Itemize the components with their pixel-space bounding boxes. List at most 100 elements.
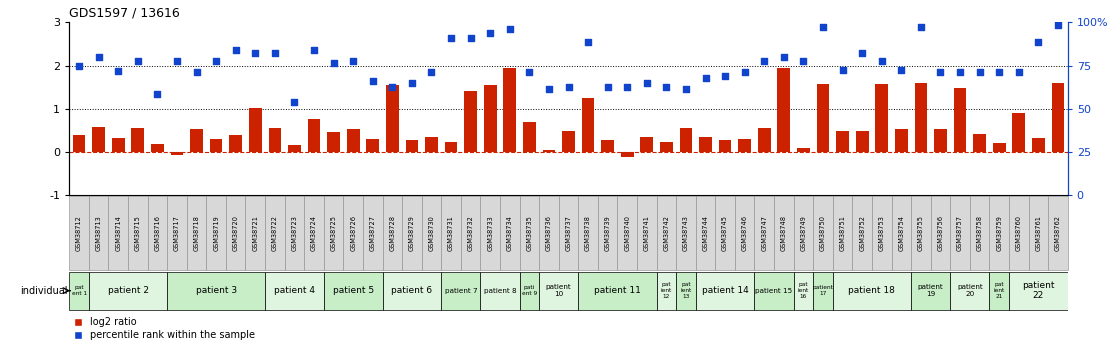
Point: [402, 80, 420, 86]
Text: GSM38742: GSM38742: [663, 215, 670, 251]
Bar: [777, 68, 790, 152]
Text: GSM38714: GSM38714: [115, 215, 121, 251]
Text: patient 15: patient 15: [756, 288, 793, 294]
FancyBboxPatch shape: [735, 196, 755, 270]
Text: GSM38732: GSM38732: [467, 215, 474, 251]
Bar: [1013, 113, 1025, 152]
FancyBboxPatch shape: [382, 272, 442, 310]
Text: GSM38718: GSM38718: [193, 215, 199, 251]
Text: individual: individual: [20, 286, 67, 296]
Bar: [542, 150, 556, 152]
Text: GSM38738: GSM38738: [585, 215, 591, 251]
FancyBboxPatch shape: [265, 196, 285, 270]
Bar: [954, 88, 966, 152]
FancyBboxPatch shape: [930, 196, 950, 270]
Text: GSM38735: GSM38735: [527, 215, 532, 251]
FancyBboxPatch shape: [656, 272, 676, 310]
Point: [540, 87, 558, 92]
Text: GSM38733: GSM38733: [487, 215, 493, 251]
FancyBboxPatch shape: [324, 196, 343, 270]
Point: [363, 78, 381, 83]
FancyBboxPatch shape: [461, 196, 481, 270]
Text: pat
ient
12: pat ient 12: [661, 282, 672, 299]
Bar: [328, 132, 340, 152]
Point: [559, 84, 577, 90]
Text: GSM38719: GSM38719: [214, 215, 219, 251]
Bar: [855, 131, 869, 152]
Point: [520, 69, 538, 75]
FancyBboxPatch shape: [794, 196, 813, 270]
FancyBboxPatch shape: [656, 196, 676, 270]
FancyBboxPatch shape: [911, 272, 950, 310]
Text: GSM38720: GSM38720: [233, 215, 239, 251]
Text: GSM38727: GSM38727: [370, 215, 376, 251]
FancyBboxPatch shape: [950, 272, 989, 310]
Bar: [171, 152, 183, 155]
Text: GSM38734: GSM38734: [506, 215, 513, 251]
FancyBboxPatch shape: [207, 196, 226, 270]
Text: GSM38750: GSM38750: [819, 215, 826, 251]
Point: [834, 67, 852, 72]
Point: [853, 50, 871, 55]
Text: GSM38723: GSM38723: [292, 215, 297, 251]
Point: [775, 54, 793, 60]
Text: GSM38730: GSM38730: [428, 215, 435, 251]
Point: [246, 50, 264, 55]
Text: GSM38757: GSM38757: [957, 215, 963, 251]
FancyBboxPatch shape: [813, 196, 833, 270]
FancyBboxPatch shape: [520, 272, 539, 310]
FancyBboxPatch shape: [442, 196, 461, 270]
FancyBboxPatch shape: [1008, 196, 1029, 270]
Bar: [229, 135, 243, 152]
FancyBboxPatch shape: [833, 196, 852, 270]
FancyBboxPatch shape: [89, 196, 108, 270]
Point: [814, 24, 832, 29]
Point: [697, 76, 714, 81]
Bar: [738, 139, 751, 152]
Text: pat
ient
16: pat ient 16: [798, 282, 809, 299]
FancyBboxPatch shape: [226, 196, 246, 270]
Point: [951, 69, 969, 75]
FancyBboxPatch shape: [285, 196, 304, 270]
FancyBboxPatch shape: [187, 196, 207, 270]
FancyBboxPatch shape: [891, 196, 911, 270]
Bar: [601, 140, 614, 152]
Point: [931, 69, 949, 75]
Text: GSM38748: GSM38748: [780, 215, 787, 251]
Point: [873, 58, 891, 64]
Bar: [93, 127, 105, 152]
FancyBboxPatch shape: [716, 196, 735, 270]
FancyBboxPatch shape: [833, 272, 911, 310]
Text: GSM38751: GSM38751: [840, 215, 845, 251]
Text: GSM38737: GSM38737: [566, 215, 571, 251]
Bar: [816, 83, 830, 152]
FancyBboxPatch shape: [148, 196, 168, 270]
Bar: [445, 142, 457, 152]
FancyBboxPatch shape: [695, 196, 716, 270]
Text: GSM38759: GSM38759: [996, 215, 1002, 251]
FancyBboxPatch shape: [442, 272, 481, 310]
Text: patient 7: patient 7: [445, 288, 477, 294]
Point: [736, 69, 754, 75]
Text: GSM38715: GSM38715: [135, 215, 141, 251]
Bar: [836, 131, 849, 152]
Point: [462, 35, 480, 40]
Bar: [210, 139, 222, 152]
Point: [285, 99, 303, 105]
Point: [501, 26, 519, 32]
FancyBboxPatch shape: [129, 196, 148, 270]
Bar: [699, 137, 712, 152]
Bar: [523, 121, 536, 152]
FancyBboxPatch shape: [1029, 196, 1048, 270]
Bar: [660, 142, 673, 152]
Bar: [151, 144, 163, 152]
Point: [344, 58, 362, 64]
Text: patient 5: patient 5: [332, 286, 373, 295]
Text: GSM38745: GSM38745: [722, 215, 728, 251]
Text: GSM38756: GSM38756: [938, 215, 944, 251]
FancyBboxPatch shape: [539, 196, 559, 270]
Point: [756, 58, 774, 64]
Bar: [993, 143, 1005, 152]
FancyBboxPatch shape: [578, 196, 598, 270]
Bar: [484, 85, 496, 152]
